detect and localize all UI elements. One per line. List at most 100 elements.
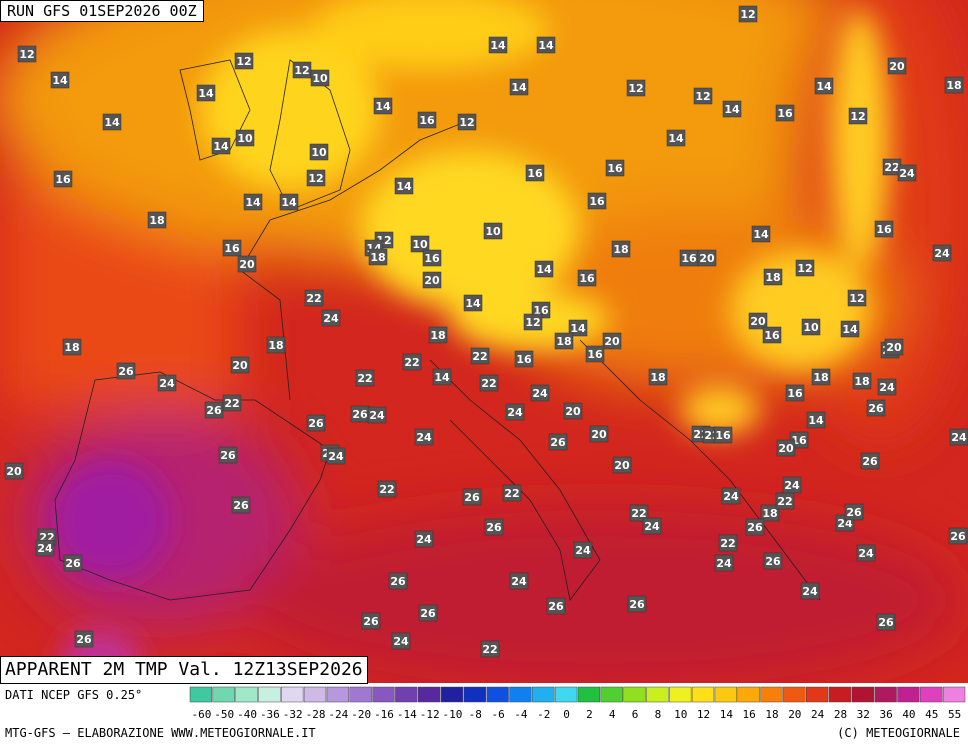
label-box bbox=[775, 492, 795, 510]
temperature-label: 18 bbox=[430, 329, 445, 342]
label-box bbox=[605, 159, 625, 177]
temperature-label: 26 bbox=[747, 521, 763, 534]
label-box bbox=[218, 446, 238, 464]
label-box bbox=[157, 374, 177, 392]
temperature-label: 24 bbox=[716, 557, 732, 570]
temperature-label: 18 bbox=[370, 251, 385, 264]
scale-label: -6 bbox=[491, 708, 504, 721]
label-box bbox=[866, 399, 886, 417]
temperature-label: 24 bbox=[323, 312, 339, 325]
temperature-label: 26 bbox=[862, 455, 878, 468]
scale-label: 12 bbox=[697, 708, 710, 721]
label-box bbox=[243, 193, 263, 211]
temperature-label: 12 bbox=[628, 82, 643, 95]
temperature-label: 26 bbox=[550, 436, 566, 449]
label-box bbox=[326, 447, 346, 465]
label-box bbox=[642, 517, 662, 535]
temperature-label: 10 bbox=[311, 146, 327, 159]
temperature-label: 22 bbox=[404, 356, 419, 369]
scale-label: 24 bbox=[811, 708, 825, 721]
temperature-label: 26 bbox=[363, 615, 379, 628]
temperature-label: 18 bbox=[813, 371, 828, 384]
label-box bbox=[321, 309, 341, 327]
scale-label: -10 bbox=[443, 708, 463, 721]
label-box bbox=[800, 582, 820, 600]
temperature-label: 12 bbox=[797, 262, 812, 275]
label-box bbox=[840, 320, 860, 338]
temperature-label: 26 bbox=[65, 557, 81, 570]
scale-swatch bbox=[395, 686, 418, 703]
temperature-label: 18 bbox=[762, 507, 777, 520]
label-box bbox=[844, 503, 864, 521]
scale-swatch bbox=[532, 686, 555, 703]
temperature-label: 16 bbox=[777, 107, 793, 120]
label-box bbox=[762, 326, 782, 344]
temperature-label: 24 bbox=[644, 520, 660, 533]
label-box bbox=[718, 534, 738, 552]
scale-label: 32 bbox=[857, 708, 870, 721]
temperature-label: 22 bbox=[777, 495, 792, 508]
temperature-label: 26 bbox=[868, 402, 884, 415]
scale-swatch bbox=[463, 686, 486, 703]
temperature-label: 26 bbox=[486, 521, 502, 534]
scale-label: -36 bbox=[260, 708, 280, 721]
label-box bbox=[697, 249, 717, 267]
scale-label: -32 bbox=[283, 708, 303, 721]
scale-label: -20 bbox=[351, 708, 371, 721]
scale-label: 40 bbox=[902, 708, 915, 721]
temperature-label: 22 bbox=[224, 397, 239, 410]
label-box bbox=[417, 111, 437, 129]
temperature-label: 26 bbox=[352, 408, 368, 421]
temperature-label: 18 bbox=[556, 335, 571, 348]
temperature-label: 16 bbox=[589, 195, 605, 208]
label-box bbox=[462, 488, 482, 506]
temperature-label: 16 bbox=[715, 429, 731, 442]
scale-swatch bbox=[623, 686, 646, 703]
label-box bbox=[414, 428, 434, 446]
label-box bbox=[884, 338, 904, 356]
temperature-label: 22 bbox=[472, 350, 487, 363]
label-box bbox=[306, 414, 326, 432]
label-box bbox=[536, 36, 556, 54]
label-box bbox=[211, 137, 231, 155]
scale-swatch bbox=[691, 686, 715, 703]
temperature-label: 14 bbox=[668, 132, 684, 145]
scale-label: 45 bbox=[925, 708, 938, 721]
label-box bbox=[222, 239, 242, 257]
temperature-label: 16 bbox=[681, 252, 697, 265]
temperature-label: 26 bbox=[220, 449, 236, 462]
scale-label: 4 bbox=[609, 708, 616, 721]
label-box bbox=[484, 518, 504, 536]
temperature-label: 16 bbox=[607, 162, 623, 175]
scale-label: -2 bbox=[537, 708, 550, 721]
label-box bbox=[751, 225, 771, 243]
label-box bbox=[856, 544, 876, 562]
temperature-label: 20 bbox=[699, 252, 715, 265]
label-box bbox=[944, 76, 964, 94]
scale-swatch bbox=[600, 686, 623, 703]
label-box bbox=[948, 527, 968, 545]
scale-label: 14 bbox=[720, 708, 734, 721]
temperature-label: 24 bbox=[951, 431, 967, 444]
scale-swatch bbox=[760, 686, 783, 703]
label-box bbox=[304, 289, 324, 307]
temperature-label: 26 bbox=[765, 555, 781, 568]
scale-label: -12 bbox=[420, 708, 440, 721]
scale-label: 28 bbox=[834, 708, 847, 721]
temperature-label: 10 bbox=[312, 72, 328, 85]
scale-label: 2 bbox=[586, 708, 593, 721]
temperature-label: 14 bbox=[396, 180, 412, 193]
scale-swatch bbox=[646, 686, 669, 703]
label-box bbox=[666, 129, 686, 147]
temperature-label: 24 bbox=[858, 547, 874, 560]
label-box bbox=[775, 104, 795, 122]
temperature-label: 16 bbox=[516, 353, 532, 366]
temperature-label: 24 bbox=[328, 450, 344, 463]
label-box bbox=[852, 372, 872, 390]
temperature-label: 14 bbox=[198, 87, 214, 100]
label-box bbox=[266, 336, 286, 354]
temperature-label: 14 bbox=[465, 297, 481, 310]
temperature-label: 14 bbox=[104, 116, 120, 129]
label-box bbox=[237, 255, 257, 273]
